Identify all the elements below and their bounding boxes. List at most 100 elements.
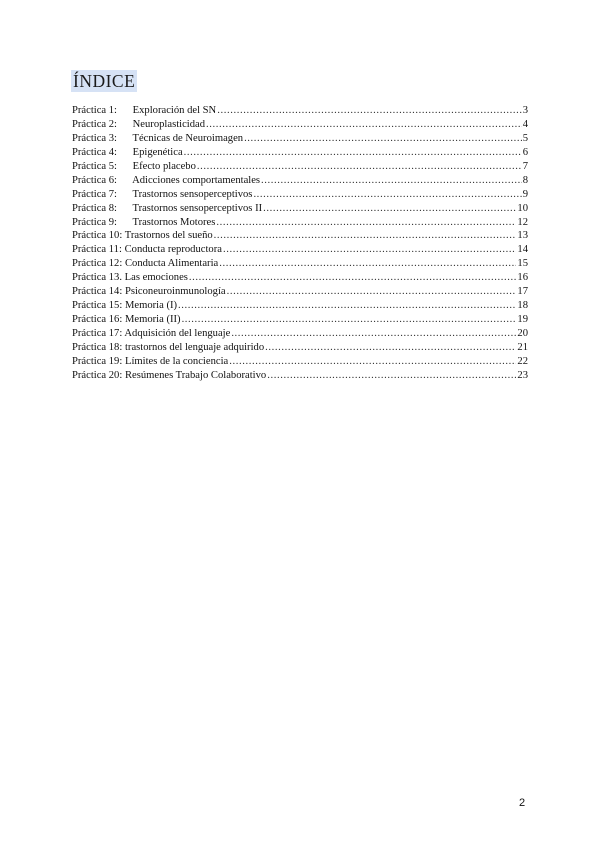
toc-entry-title: Epigenética: [132, 146, 183, 158]
toc-entry-title: Trastornos sensoperceptivos: [132, 188, 253, 200]
dot-leader: [214, 229, 517, 243]
toc-entry-page: 4: [522, 118, 528, 130]
toc-entry[interactable]: Práctica 13. Las emociones 16: [72, 271, 528, 285]
toc-entry-title: Neuroplasticidad: [132, 118, 206, 130]
toc-entry-page: 20: [517, 328, 528, 339]
toc-entry-page: 13: [517, 230, 528, 242]
toc-entry-page: 6: [522, 146, 528, 158]
dot-leader: [219, 257, 516, 271]
toc-entry-label: Práctica 15: Memoria (I): [72, 299, 177, 313]
toc-entry[interactable]: Práctica 14: Psiconeuroinmunología 17: [72, 285, 528, 299]
dot-leader: [265, 341, 516, 355]
toc-entry-label: Práctica 2: Neuroplasticidad: [72, 118, 205, 132]
toc-entry[interactable]: Práctica 17: Adquisición del lenguaje 20: [72, 327, 528, 341]
toc-entry-page: 10: [517, 202, 528, 214]
toc-entry[interactable]: Práctica 7: Trastornos sensoperceptivos 9: [72, 188, 528, 202]
dot-leader: [189, 271, 516, 285]
toc-entry-prefix: Práctica 19:: [72, 355, 123, 367]
toc-entry-title: Trastornos del sueño: [124, 230, 213, 242]
dot-leader: [184, 146, 522, 160]
toc-entry-page: 21: [517, 341, 528, 353]
dot-leader: [253, 188, 521, 202]
toc-entry-label: Práctica 12: Conducta Alimentaria: [72, 257, 218, 271]
toc-entry-title: trastornos del lenguaje adquirido: [124, 341, 265, 353]
dot-leader: [229, 355, 516, 369]
toc-entry-page: 19: [517, 314, 528, 326]
dot-leader: [216, 216, 516, 230]
dot-leader: [231, 327, 516, 341]
toc-entry-title: Límites de la conciencia: [124, 355, 229, 367]
toc-entry-prefix: Práctica 4:: [72, 146, 118, 158]
toc-entry-label: Práctica 14: Psiconeuroinmunología: [72, 285, 226, 299]
toc-entry-page: 18: [517, 300, 528, 312]
toc-entry[interactable]: Práctica 16: Memoria (II) 19: [72, 313, 528, 327]
toc-entry-prefix: Práctica 7:: [72, 188, 118, 200]
toc-entry-label: Práctica 6: Adicciones comportamentales: [72, 174, 260, 188]
dot-leader: [197, 160, 522, 174]
toc-entry[interactable]: Práctica 9: Trastornos Motores 12: [72, 216, 528, 230]
toc-entry[interactable]: Práctica 8: Trastornos sensoperceptivos …: [72, 202, 528, 216]
dot-leader: [267, 369, 516, 383]
toc-entry-label: Práctica 3: Técnicas de Neuroimagen: [72, 132, 243, 146]
toc-entry[interactable]: Práctica 1: Exploración del SN 3: [72, 104, 528, 118]
toc-entry-prefix: Práctica 6:: [72, 174, 118, 186]
toc-entry-title: Conducta Alimentaria: [124, 258, 219, 270]
toc-entry-prefix: Práctica 16:: [72, 314, 123, 326]
toc-entry-label: Práctica 13. Las emociones: [72, 271, 188, 285]
toc-entry-label: Práctica 19: Límites de la conciencia: [72, 355, 228, 369]
toc-entry-label: Práctica 20: Resúmenes Trabajo Colaborat…: [72, 369, 266, 383]
toc-entry-page: 15: [517, 258, 528, 270]
toc-entry-label: Práctica 18: trastornos del lenguaje adq…: [72, 341, 264, 355]
toc-entry-page: 7: [522, 160, 528, 172]
toc-entry-prefix: Práctica 5:: [72, 160, 118, 172]
toc-entry-prefix: Práctica 9:: [72, 216, 118, 228]
toc-entry-page: 16: [517, 272, 528, 284]
toc-entry-page: 17: [517, 286, 528, 298]
dot-leader: [182, 313, 517, 327]
toc-entry-prefix: Práctica 13.: [72, 272, 123, 284]
toc-entry-page: 12: [517, 216, 528, 228]
toc-entry-prefix: Práctica 18:: [72, 341, 123, 353]
toc-entry-prefix: Práctica 20:: [72, 369, 123, 381]
dot-leader: [227, 285, 517, 299]
toc-entry-prefix: Práctica 17:: [72, 328, 123, 339]
toc-heading: ÍNDICE: [71, 70, 138, 92]
toc-entry-label: Práctica 17: Adquisición del lenguaje: [72, 327, 230, 341]
toc-entry[interactable]: Práctica 18: trastornos del lenguaje adq…: [72, 341, 528, 355]
toc-entry[interactable]: Práctica 5: Efecto placebo 7: [72, 160, 528, 174]
toc-entry-prefix: Práctica 12:: [72, 258, 123, 270]
toc-entry-title: Trastornos sensoperceptivos II: [132, 202, 263, 214]
toc-entry-page: 9: [522, 188, 528, 200]
toc-entry[interactable]: Práctica 6: Adicciones comportamentales 8: [72, 174, 528, 188]
toc-entry[interactable]: Práctica 4: Epigenética 6: [72, 146, 528, 160]
toc-entry-title: Memoria (I): [124, 300, 178, 312]
toc-entry-title: Psiconeuroinmunología: [124, 286, 226, 298]
toc-entry-label: Práctica 4: Epigenética: [72, 146, 183, 160]
toc-entry-label: Práctica 11: Conducta reproductora: [72, 243, 222, 257]
toc-entry-prefix: Práctica 3:: [72, 132, 118, 144]
toc-entry[interactable]: Práctica 12: Conducta Alimentaria 15: [72, 257, 528, 271]
toc-entry[interactable]: Práctica 11: Conducta reproductora 14: [72, 243, 528, 257]
toc-entry-prefix: Práctica 2:: [72, 118, 118, 130]
toc-entry[interactable]: Práctica 20: Resúmenes Trabajo Colaborat…: [72, 369, 528, 383]
toc-entry-title: Exploración del SN: [132, 105, 217, 116]
toc-entry-title: Trastornos Motores: [132, 216, 216, 228]
toc-entry[interactable]: Práctica 2: Neuroplasticidad 4: [72, 118, 528, 132]
toc-entry-page: 8: [522, 174, 528, 186]
toc-entry-page: 5: [522, 132, 528, 144]
toc-entry-page: 22: [517, 355, 528, 367]
toc-entry-title: Las emociones: [124, 272, 188, 284]
table-of-contents: Práctica 1: Exploración del SN3Práctica …: [72, 104, 528, 383]
toc-entry[interactable]: Práctica 15: Memoria (I) 18: [72, 299, 528, 313]
toc-entry-prefix: Práctica 11:: [72, 244, 122, 256]
dot-leader: [263, 202, 516, 216]
toc-entry-label: Práctica 16: Memoria (II): [72, 313, 181, 327]
toc-entry-prefix: Práctica 1:: [72, 105, 118, 116]
dot-leader: [206, 118, 522, 132]
toc-entry-prefix: Práctica 10:: [72, 230, 123, 242]
toc-entry[interactable]: Práctica 3: Técnicas de Neuroimagen 5: [72, 132, 528, 146]
toc-entry[interactable]: Práctica 10: Trastornos del sueño 13: [72, 229, 528, 243]
toc-entry-page: 14: [517, 244, 528, 256]
toc-entry[interactable]: Práctica 19: Límites de la conciencia 22: [72, 355, 528, 369]
toc-entry-prefix: Práctica 15:: [72, 300, 123, 312]
